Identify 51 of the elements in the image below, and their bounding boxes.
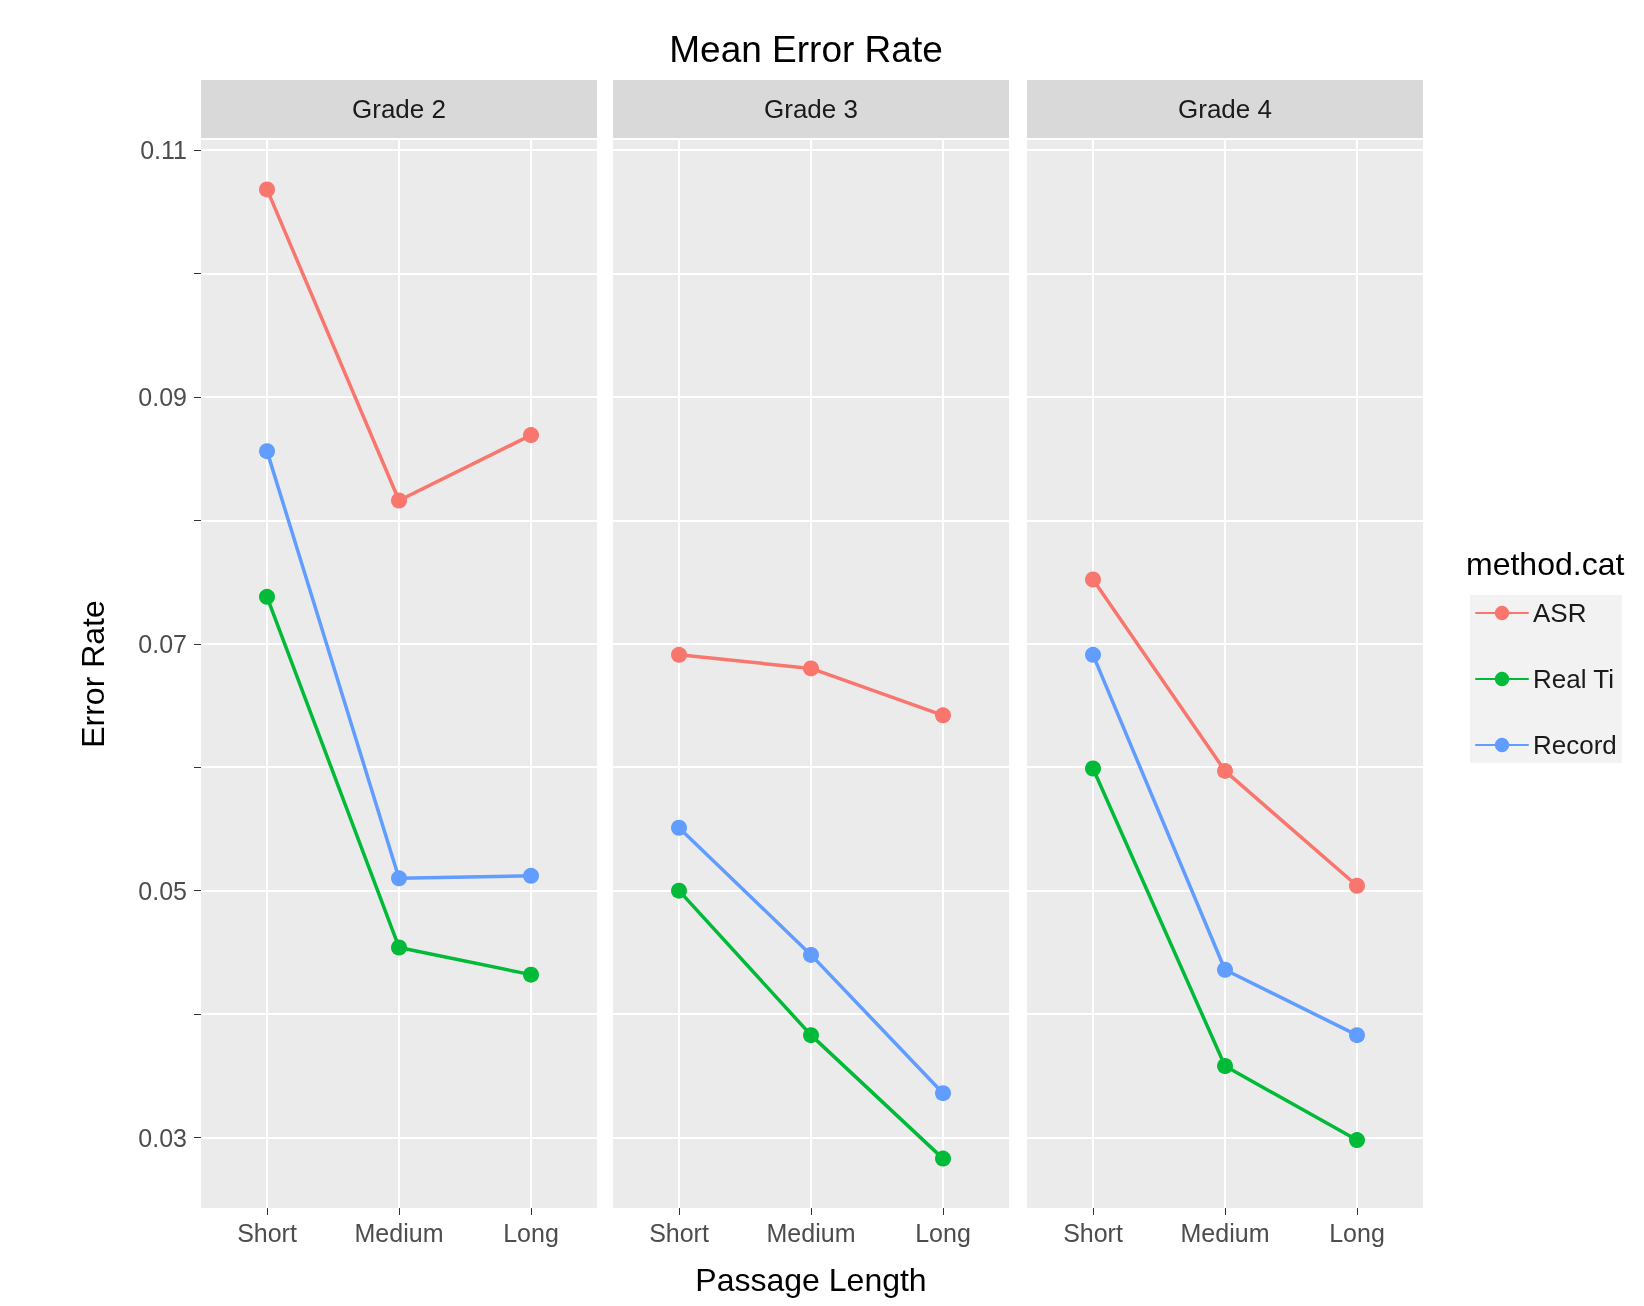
x-tick-label: Medium [1180, 1218, 1270, 1247]
point [523, 867, 539, 884]
x-tick-label: Medium [354, 1218, 444, 1247]
point [803, 660, 819, 677]
point [935, 707, 951, 724]
point [1085, 646, 1101, 663]
point [391, 870, 407, 887]
point [259, 588, 275, 605]
legend-label: Real Ti [1533, 664, 1614, 694]
y-tick-label: 0.05 [138, 876, 187, 905]
chart-subtitle: Grade 3 [764, 94, 858, 124]
point [1085, 760, 1101, 777]
chart-subtitle: Grade 2 [352, 94, 446, 124]
point [935, 1150, 951, 1167]
point [803, 1027, 819, 1044]
point [1217, 961, 1233, 978]
x-axis-title: Passage Length [695, 1262, 927, 1298]
y-tick-label: 0.07 [138, 629, 187, 658]
point [523, 427, 539, 444]
x-tick-label: Long [915, 1218, 971, 1247]
x-tick-label: Short [1063, 1218, 1123, 1247]
legend-title: method.cat [1466, 546, 1625, 582]
legend-label: Record [1533, 730, 1617, 760]
point [1217, 1058, 1233, 1075]
x-tick-label: Long [503, 1218, 559, 1247]
y-tick-label: 0.03 [138, 1123, 187, 1152]
point [671, 882, 687, 899]
point [671, 819, 687, 836]
point [391, 939, 407, 956]
chart-subtitle: Grade 4 [1178, 94, 1272, 124]
point [259, 443, 275, 460]
point [935, 1085, 951, 1102]
x-tick-label: Long [1329, 1218, 1385, 1247]
point [1217, 762, 1233, 779]
y-axis-title: Error Rate [75, 600, 111, 748]
point [671, 646, 687, 663]
y-tick-label: 0.09 [138, 382, 187, 411]
legend-label: ASR [1533, 598, 1587, 628]
x-tick-label: Short [649, 1218, 709, 1247]
x-tick-label: Short [237, 1218, 297, 1247]
point [1349, 1027, 1365, 1044]
point [1349, 877, 1365, 894]
point [259, 181, 275, 198]
y-tick-label: 0.11 [140, 135, 187, 164]
x-tick-label: Medium [766, 1218, 856, 1247]
chart-title: Mean Error Rate [669, 29, 943, 70]
point [523, 966, 539, 983]
point [391, 492, 407, 509]
point [1085, 571, 1101, 588]
point [1349, 1132, 1365, 1149]
point [803, 946, 819, 963]
